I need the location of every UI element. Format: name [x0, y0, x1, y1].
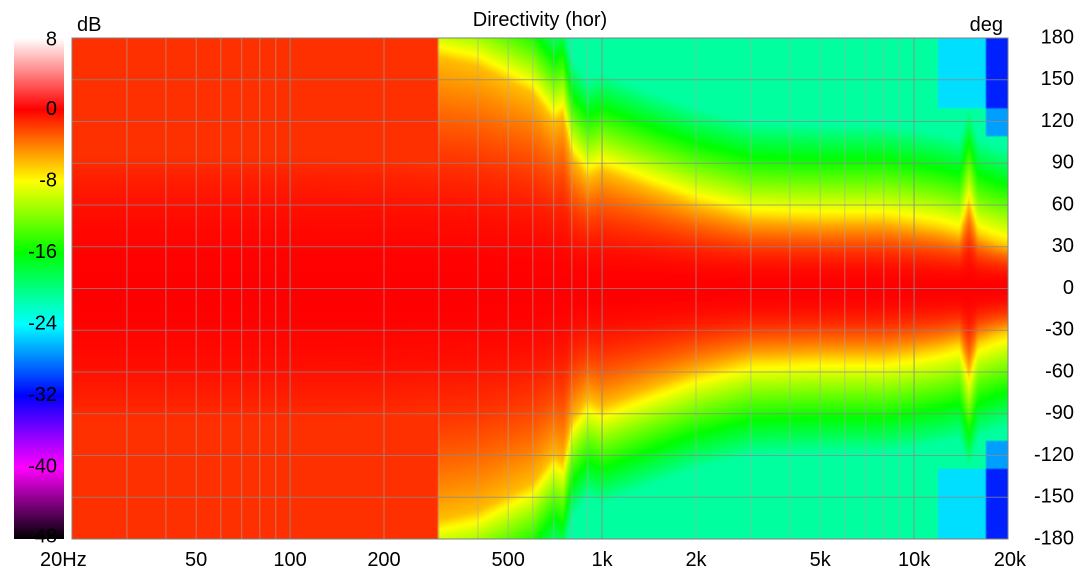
y-axis-tick-label: -60 [1045, 360, 1074, 382]
y-axis-tick-label: 30 [1052, 235, 1074, 257]
x-axis-tick-label: 2k [685, 549, 707, 571]
y-axis-tick-label: -120 [1034, 444, 1074, 466]
y-axis-tick-label: 150 [1041, 68, 1074, 90]
colorbar-tick-labels: 8 0 -8 -16 -24 -32 -40 -48 [28, 28, 57, 547]
x-axis-tick-label: 50 [185, 549, 207, 571]
y-axis-tick-label: 60 [1052, 193, 1074, 215]
colorbar [14, 38, 64, 539]
y-axis-tick-label: 90 [1052, 152, 1074, 174]
y-axis-tick-label: -90 [1045, 402, 1074, 424]
colorbar-tick-label: -8 [39, 169, 57, 191]
colorbar-tick-label: -24 [28, 313, 57, 335]
chart-title: Directivity (hor) [473, 9, 607, 31]
colorbar-tick-label: 8 [46, 28, 57, 50]
x-axis-tick-label: 10k [898, 549, 931, 571]
colorbar-tick-label: 0 [46, 98, 57, 120]
plot-border [71, 37, 1009, 540]
x-axis-tick-label: 1k [592, 549, 614, 571]
colorbar-unit-label: dB [77, 14, 101, 36]
y-axis-tick-label: -150 [1034, 486, 1074, 508]
colorbar-tick-label: -32 [28, 384, 57, 406]
colorbar-gradient [14, 38, 64, 539]
x-axis-tick-label: 5k [810, 549, 832, 571]
x-axis-tick-label: 20k [994, 549, 1027, 571]
x-axis-tick-label: 100 [273, 549, 306, 571]
colorbar-tick-label: -40 [28, 456, 57, 478]
y-axis-tick-label: 180 [1041, 26, 1074, 48]
x-axis-tick-labels: 20Hz 50 100 200 500 1k 2k 5k 10k 20k [40, 549, 1027, 571]
y-axis-tick-label: 0 [1063, 277, 1074, 299]
y-axis-tick-label: -180 [1034, 527, 1074, 549]
x-axis-tick-label: 20Hz [40, 549, 87, 571]
y-axis-tick-label: 120 [1041, 110, 1074, 132]
x-axis-tick-label: 500 [491, 549, 524, 571]
y-axis-tick-label: -30 [1045, 319, 1074, 341]
x-axis-tick-label: 200 [367, 549, 400, 571]
y-axis-unit-label: deg [970, 14, 1003, 36]
y-axis-tick-labels: 180 150 120 90 60 30 0 -30 -60 -90 -120 -150 -180 [1034, 26, 1074, 549]
colorbar-tick-label: -48 [28, 525, 57, 547]
colorbar-tick-label: -16 [28, 241, 57, 263]
